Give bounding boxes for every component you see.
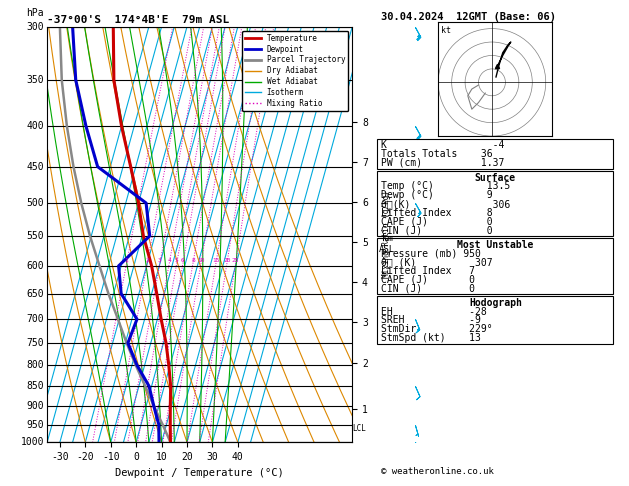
Text: 15: 15 xyxy=(212,258,220,263)
Text: Hodograph: Hodograph xyxy=(469,298,522,308)
Text: Lifted Index   7: Lifted Index 7 xyxy=(381,266,474,276)
Legend: Temperature, Dewpoint, Parcel Trajectory, Dry Adiabat, Wet Adiabat, Isotherm, Mi: Temperature, Dewpoint, Parcel Trajectory… xyxy=(242,31,348,111)
Text: LCL: LCL xyxy=(352,424,367,433)
Text: CAPE (J)       0: CAPE (J) 0 xyxy=(381,275,474,285)
Text: Lifted Index      8: Lifted Index 8 xyxy=(381,208,492,218)
Text: 2: 2 xyxy=(145,258,149,263)
Text: 850: 850 xyxy=(26,381,44,391)
Text: CIN (J)        0: CIN (J) 0 xyxy=(381,283,474,294)
X-axis label: Dewpoint / Temperature (°C): Dewpoint / Temperature (°C) xyxy=(115,468,284,478)
Text: 650: 650 xyxy=(26,289,44,298)
Text: hPa: hPa xyxy=(26,8,44,18)
Text: Temp (°C)         13.5: Temp (°C) 13.5 xyxy=(381,181,509,191)
Text: PW (cm)          1.37: PW (cm) 1.37 xyxy=(381,158,504,168)
Text: 3: 3 xyxy=(158,258,162,263)
Text: 25: 25 xyxy=(232,258,240,263)
Text: SREH           -9: SREH -9 xyxy=(381,315,481,326)
Text: 600: 600 xyxy=(26,261,44,271)
Text: 8: 8 xyxy=(191,258,195,263)
Text: 900: 900 xyxy=(26,401,44,411)
Text: 6: 6 xyxy=(181,258,185,263)
Text: 350: 350 xyxy=(26,75,44,85)
Text: Pressure (mb) 950: Pressure (mb) 950 xyxy=(381,248,481,259)
Text: Dewp (°C)         9: Dewp (°C) 9 xyxy=(381,190,492,200)
Text: 1: 1 xyxy=(125,258,128,263)
Text: 800: 800 xyxy=(26,360,44,370)
Text: 400: 400 xyxy=(26,121,44,131)
Text: Mixing Ratio (g/kg): Mixing Ratio (g/kg) xyxy=(382,191,391,278)
Text: 950: 950 xyxy=(26,419,44,430)
Text: kt: kt xyxy=(441,26,451,35)
Text: 750: 750 xyxy=(26,338,44,348)
Text: θᴄ (K)          307: θᴄ (K) 307 xyxy=(381,257,492,267)
Text: Most Unstable: Most Unstable xyxy=(457,240,533,250)
Text: StmSpd (kt)    13: StmSpd (kt) 13 xyxy=(381,333,481,343)
Text: θᴄ(K)              306: θᴄ(K) 306 xyxy=(381,199,509,209)
Text: © weatheronline.co.uk: © weatheronline.co.uk xyxy=(381,467,493,476)
Text: 700: 700 xyxy=(26,314,44,324)
Text: StmDir         229°: StmDir 229° xyxy=(381,324,492,334)
Y-axis label: km
ASL: km ASL xyxy=(379,235,396,254)
Text: 500: 500 xyxy=(26,198,44,208)
Text: 1000: 1000 xyxy=(21,437,44,447)
Text: 10: 10 xyxy=(198,258,205,263)
Text: Totals Totals    36: Totals Totals 36 xyxy=(381,149,492,159)
Text: CIN (J)           0: CIN (J) 0 xyxy=(381,225,492,235)
Text: 4: 4 xyxy=(167,258,171,263)
Text: 450: 450 xyxy=(26,162,44,172)
Text: CAPE (J)          0: CAPE (J) 0 xyxy=(381,216,492,226)
Text: EH             -28: EH -28 xyxy=(381,307,486,317)
Text: K                  -4: K -4 xyxy=(381,140,504,151)
Text: 300: 300 xyxy=(26,22,44,32)
Text: 5: 5 xyxy=(175,258,179,263)
Text: 20: 20 xyxy=(223,258,231,263)
Text: 550: 550 xyxy=(26,231,44,241)
Text: -37°00'S  174°4B'E  79m ASL: -37°00'S 174°4B'E 79m ASL xyxy=(47,15,230,25)
Text: 30.04.2024  12GMT (Base: 06): 30.04.2024 12GMT (Base: 06) xyxy=(381,12,555,22)
Text: Surface: Surface xyxy=(475,173,516,183)
